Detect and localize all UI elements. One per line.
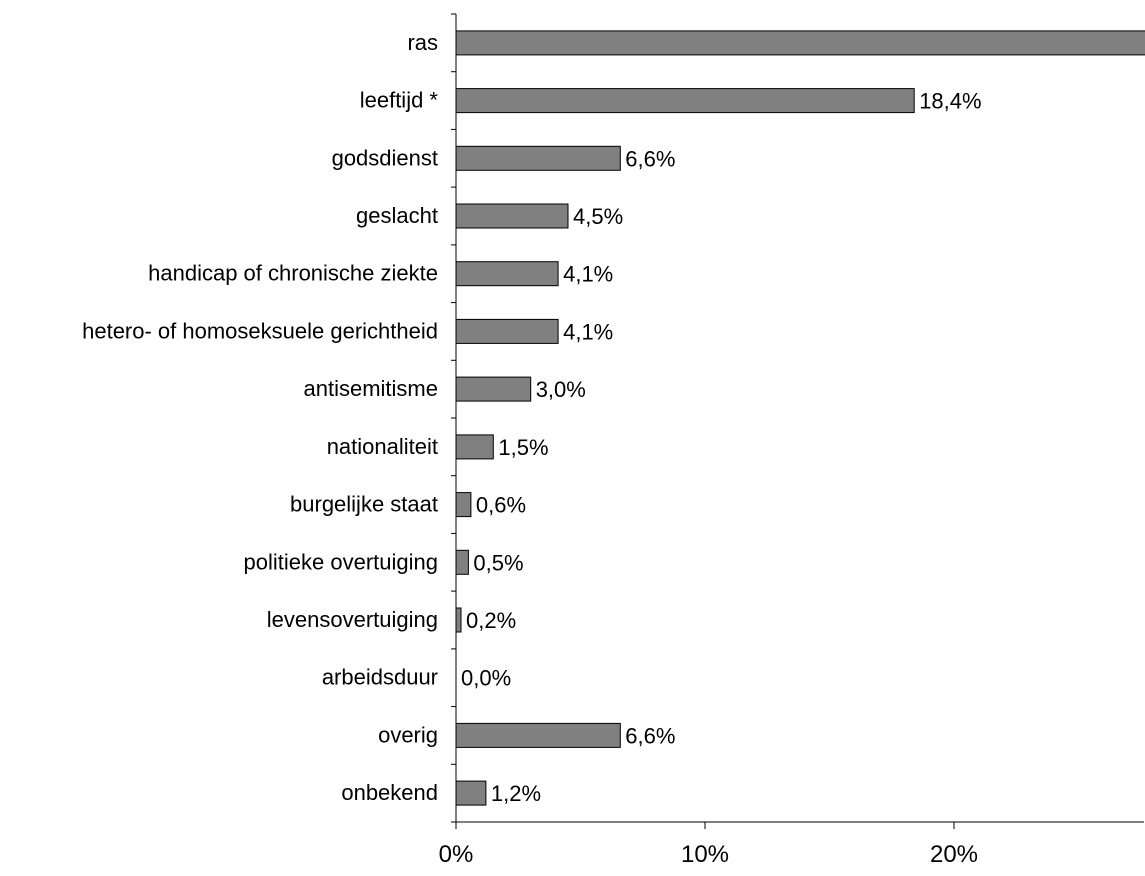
labels-layer: ras48,5%leeftijd *18,4%godsdienst6,6%ges… [82, 30, 981, 806]
bar [455, 318, 559, 344]
category-label: nationaliteit [327, 434, 438, 459]
bar [455, 261, 559, 287]
category-label: overig [378, 722, 438, 747]
data-label: 4,5% [573, 204, 623, 229]
bar [455, 722, 621, 748]
category-label: arbeidsduur [322, 665, 438, 690]
category-label: geslacht [356, 203, 438, 228]
category-label: godsdienst [332, 145, 438, 170]
data-label: 1,5% [498, 435, 548, 460]
category-label: ras [407, 30, 438, 55]
data-label: 3,0% [536, 377, 586, 402]
data-label: 0,2% [466, 608, 516, 633]
bar [455, 30, 1145, 56]
data-label: 4,1% [563, 319, 613, 344]
category-label: onbekend [341, 780, 438, 805]
bar [455, 780, 487, 806]
bar [455, 376, 532, 402]
data-label: 4,1% [563, 262, 613, 287]
bar [455, 607, 462, 633]
bar [455, 88, 915, 114]
bar [455, 492, 472, 518]
data-label: 1,2% [491, 781, 541, 806]
axis-layer: 0%10%20%30%40%50% [439, 13, 1144, 868]
data-label: 18,4% [919, 89, 981, 114]
data-label: 0,6% [476, 493, 526, 518]
category-label: politieke overtuiging [244, 549, 438, 574]
x-tick-label: 10% [681, 841, 729, 868]
bar [455, 549, 469, 575]
category-label: hetero- of homoseksuele gerichtheid [82, 318, 438, 343]
category-label: burgelijke staat [290, 492, 438, 517]
data-label: 6,6% [625, 723, 675, 748]
category-label: levensovertuiging [267, 607, 438, 632]
bar [455, 434, 494, 460]
x-tick-label: 20% [930, 841, 978, 868]
bars-layer [455, 30, 1145, 806]
data-label: 0,5% [473, 550, 523, 575]
category-label: leeftijd * [360, 88, 439, 113]
x-tick-label: 0% [439, 841, 474, 868]
category-label: antisemitisme [304, 376, 438, 401]
data-label: 6,6% [625, 146, 675, 171]
category-label: handicap of chronische ziekte [148, 261, 438, 286]
data-label: 0,0% [461, 666, 511, 691]
bar [455, 145, 621, 171]
bar [455, 203, 569, 229]
